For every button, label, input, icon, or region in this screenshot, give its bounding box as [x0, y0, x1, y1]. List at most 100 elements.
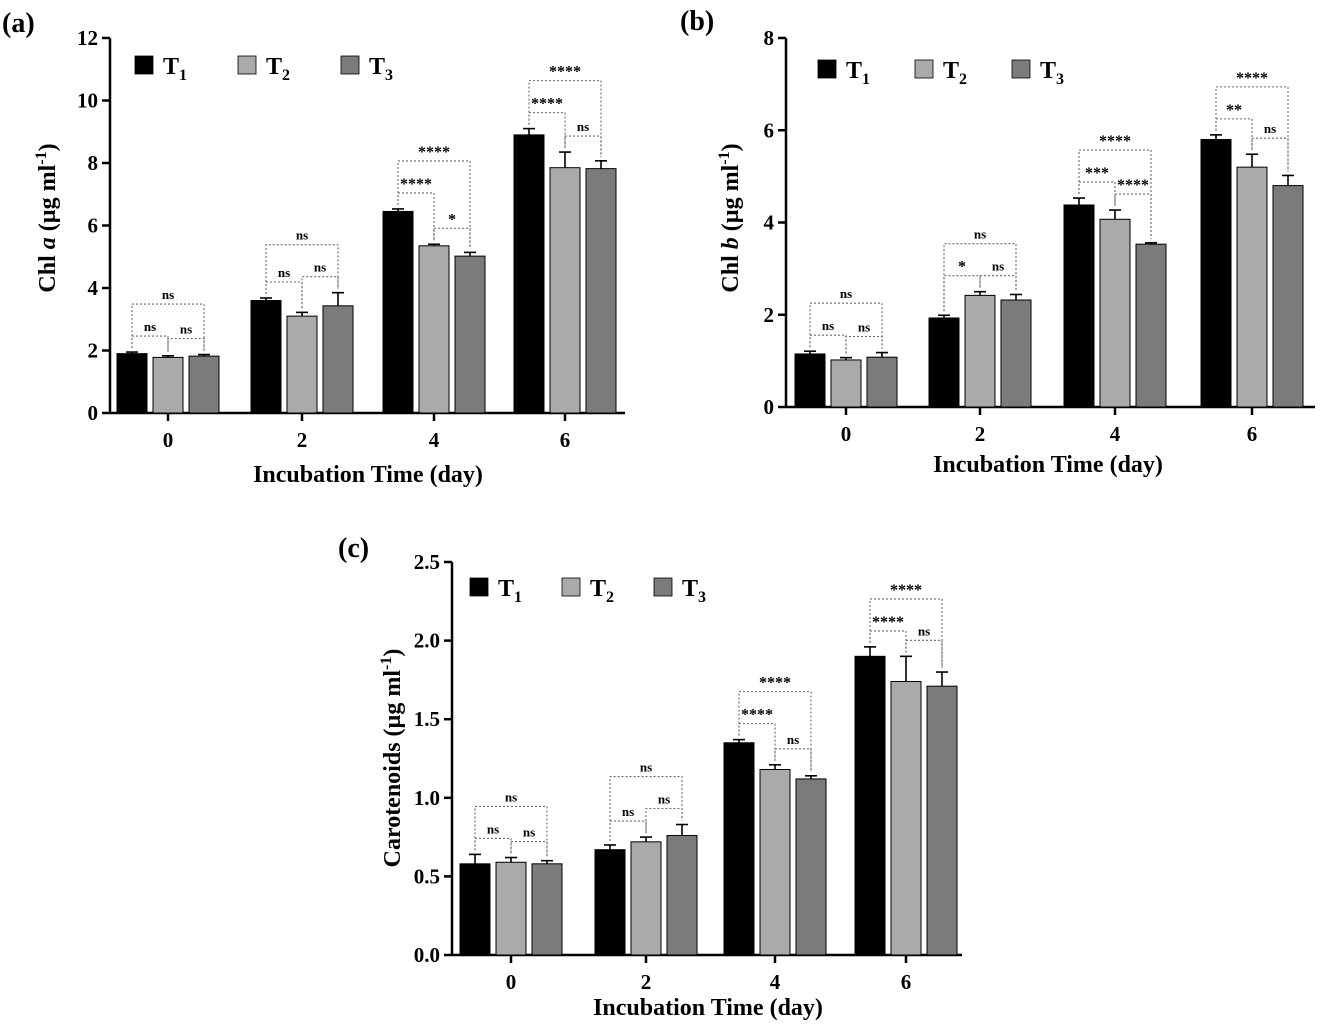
chart-panel: (c) 0.0 0.5 1.0 1.5 2.0 2.5 0 2 4 6 Incubation Time…	[338, 533, 962, 1021]
significance-label: ns	[918, 623, 930, 638]
significance-bracket	[943, 243, 1017, 312]
legend-label-text: T	[369, 54, 385, 80]
significance-label: ****	[1099, 133, 1131, 150]
legend-label: T2	[943, 58, 967, 88]
y-axis-title-part: Chl	[35, 249, 61, 292]
bar	[382, 210, 414, 414]
legend-label-sub: 3	[1056, 71, 1064, 88]
y-axis-title-part: -1	[716, 151, 733, 164]
bar	[866, 356, 898, 408]
y-axis-title-part: )	[718, 143, 744, 151]
significance-bracket	[265, 244, 339, 294]
y-tick-label: 0	[88, 401, 99, 425]
significance-label: ****	[418, 144, 450, 161]
legend-label: T1	[498, 576, 522, 606]
significance-label: ns	[162, 287, 174, 302]
significance-label: ***	[1085, 165, 1109, 182]
bar	[152, 356, 184, 414]
y-axis-title-part: -1	[378, 657, 395, 670]
legend-label-text: T	[163, 54, 179, 80]
y-axis-title: Chl a (µg ml-1)	[33, 143, 61, 292]
significance-bracket	[474, 805, 548, 857]
panel-label: (b)	[680, 6, 714, 37]
x-tick-label: 6	[1247, 422, 1258, 446]
bar	[795, 778, 827, 956]
bar	[322, 305, 354, 414]
legend-label-sub: 3	[385, 67, 393, 84]
significance-bracket	[1078, 181, 1116, 207]
legend-swatch	[237, 55, 257, 75]
significance-bracket	[1078, 149, 1152, 239]
bar	[926, 685, 958, 956]
significance-bracket	[397, 160, 471, 249]
panel-label: (c)	[338, 533, 369, 564]
significance-label: ns	[992, 259, 1004, 274]
x-tick-label: 4	[1110, 422, 1121, 446]
significance-label: ns	[1264, 121, 1276, 136]
legend-label-sub: 1	[514, 589, 522, 606]
legend-label-text: T	[682, 576, 698, 602]
legend-label-sub: 2	[606, 589, 614, 606]
x-tick-label: 4	[429, 428, 440, 452]
bar	[1063, 204, 1095, 408]
significance-label: ****	[1117, 177, 1149, 194]
legend-swatch	[340, 55, 360, 75]
significance-bracket	[845, 336, 883, 354]
y-axis-title-part: a	[35, 237, 61, 249]
y-tick-label: 10	[77, 89, 98, 113]
y-axis-title: Chl b (µg ml-1)	[716, 143, 744, 292]
significance-label: ****	[741, 707, 773, 724]
x-tick-label: 2	[297, 428, 308, 452]
legend: T1 T2 T3	[134, 54, 393, 84]
y-tick-label: 4	[764, 211, 775, 235]
legend-label-text: T	[943, 58, 959, 84]
y-axis-title-part: (µg ml	[35, 164, 61, 237]
significance-bracket	[131, 335, 169, 352]
x-axis-title: Incubation Time (day)	[253, 462, 483, 488]
significance-label: ns	[787, 732, 799, 747]
x-tick-label: 4	[770, 970, 781, 994]
x-tick-label: 6	[560, 428, 571, 452]
legend-label-text: T	[266, 54, 282, 80]
legend-label-sub: 2	[959, 71, 967, 88]
significance-label: ns	[640, 760, 652, 775]
significance-label: ns	[180, 322, 192, 337]
significance-bracket	[433, 227, 471, 249]
significance-bracket	[869, 630, 907, 653]
y-axis-title-part: (µg ml	[718, 164, 744, 237]
significance-label: ns	[523, 825, 535, 840]
y-axis-title-part: Carotenoids (µg ml	[380, 670, 406, 868]
significance-bracket	[528, 80, 602, 157]
significance-bracket	[474, 837, 512, 854]
legend-label: T2	[590, 576, 614, 606]
bar	[459, 863, 491, 956]
bar	[964, 294, 996, 408]
bar	[116, 353, 148, 414]
y-tick-label: 2	[88, 339, 99, 363]
legend: T1 T2 T3	[817, 58, 1064, 88]
y-tick-label: 12	[77, 26, 98, 50]
bar	[1272, 185, 1304, 408]
y-axis-title-part: )	[380, 649, 406, 657]
bar	[1099, 218, 1131, 408]
bar	[759, 769, 791, 956]
bar	[1236, 166, 1268, 408]
y-axis-title: Carotenoids (µg ml-1)	[378, 649, 406, 868]
significance-bracket	[869, 598, 943, 669]
x-tick-label: 2	[641, 970, 652, 994]
legend-label-sub: 1	[862, 71, 870, 88]
bar	[666, 835, 698, 956]
x-tick-label: 0	[163, 428, 174, 452]
y-tick-label: 4	[88, 276, 99, 300]
y-tick-label: 2.0	[414, 629, 440, 653]
significance-label: ****	[400, 176, 432, 193]
legend-label-text: T	[846, 58, 862, 84]
significance-bracket	[645, 807, 683, 834]
bar	[250, 300, 282, 414]
bar	[495, 861, 527, 956]
bar	[630, 841, 662, 956]
significance-label: ns	[577, 119, 589, 134]
significance-bracket	[609, 820, 647, 841]
significance-label: ns	[487, 821, 499, 836]
